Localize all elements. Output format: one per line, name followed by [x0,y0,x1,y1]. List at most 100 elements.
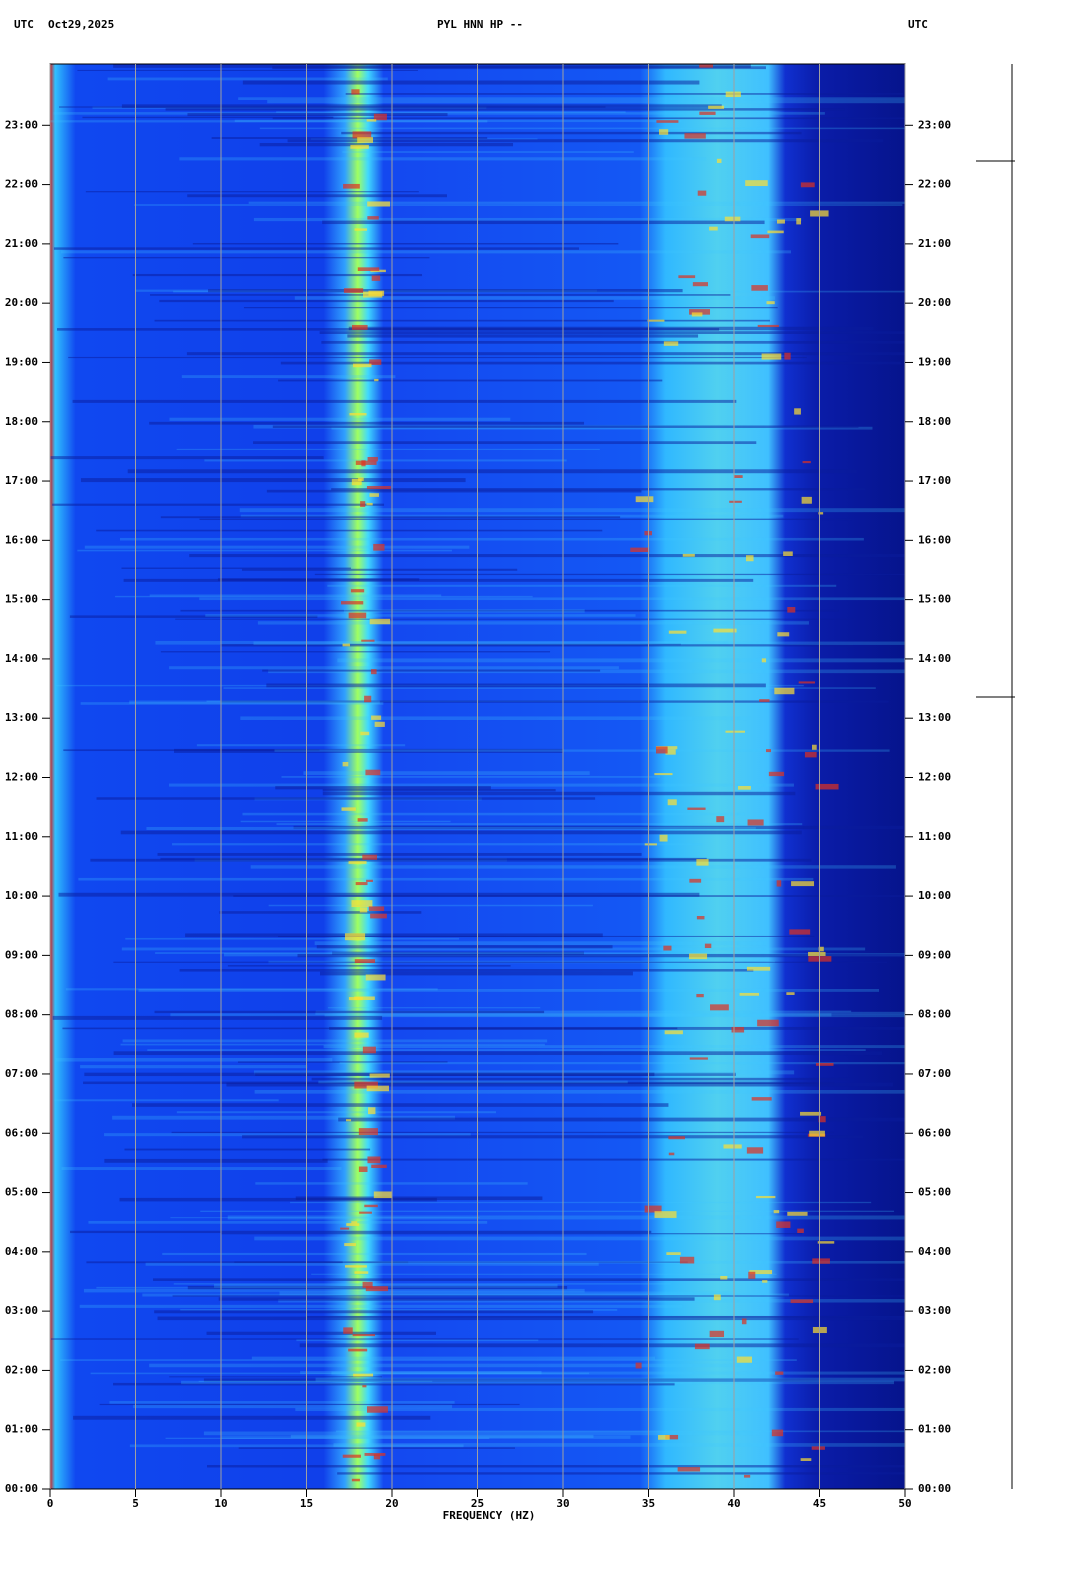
texture-streak [169,666,619,670]
texture-spot [725,730,746,733]
texture-streak [138,988,880,992]
texture-spot [373,113,387,121]
texture-spot [713,1294,721,1301]
texture-streak [96,529,603,532]
texture-streak [50,120,488,123]
y-tick-label: 04:00 [5,1245,38,1258]
texture-spot [644,1205,662,1213]
texture-streak [200,1210,895,1212]
texture-spot [366,502,373,506]
texture-spot [366,1085,389,1092]
texture-spot [791,881,815,887]
texture-spot [374,721,385,727]
texture-spot [357,818,368,822]
texture-spot [370,669,377,675]
texture-spot [773,1210,780,1214]
texture-spot [704,943,712,949]
texture-streak [241,568,518,571]
y-tick-label: 06:00 [918,1126,951,1139]
texture-streak [57,328,720,331]
texture-streak [254,1236,905,1241]
texture-spot [798,681,815,684]
texture-streak [85,191,419,193]
texture-spot [736,1356,752,1363]
texture-spot [800,182,815,188]
texture-streak [279,1291,732,1296]
texture-spot [353,363,372,368]
texture-streak [73,1415,431,1420]
texture-streak [58,892,700,897]
texture-streak [84,1072,655,1077]
texture-spot [352,1334,375,1337]
texture-streak [335,1430,905,1433]
texture-spot [341,601,364,605]
texture-streak [276,823,803,826]
texture-streak [132,1103,669,1107]
texture-spot [777,632,790,637]
texture-spot [348,1348,368,1352]
texture-spot [344,1243,356,1247]
texture-spot [373,1191,392,1199]
y-tick-label: 17:00 [918,474,951,487]
texture-spot [360,501,366,507]
texture-streak [290,1434,594,1439]
texture-spot [369,1073,390,1078]
texture-streak [253,217,802,222]
y-tick-label: 12:00 [5,771,38,784]
y-tick-label: 20:00 [918,296,951,309]
texture-spot [815,1062,834,1066]
texture-spot [351,89,360,95]
texture-streak [80,1065,308,1069]
texture-streak [290,1201,872,1204]
texture-streak [61,1167,342,1171]
y-tick-label: 22:00 [918,178,951,191]
texture-spot [668,630,687,634]
texture-streak [160,857,707,860]
texture-streak [339,1062,906,1065]
texture-streak [300,1370,542,1375]
texture-streak [205,614,636,617]
texture-streak [77,69,418,71]
texture-streak [253,641,905,645]
texture-streak [113,1382,675,1386]
texture-spot [374,378,379,382]
texture-spot [811,744,817,750]
y-tick-label: 12:00 [918,771,951,784]
texture-spot [800,1458,812,1461]
texture-streak [315,1011,905,1015]
texture-spot [750,234,770,239]
texture-streak [347,334,699,338]
texture-streak [303,771,590,775]
y-tick-label: 11:00 [918,830,951,843]
texture-streak [296,1339,539,1342]
texture-spot [362,1046,376,1054]
texture-spot [776,219,785,224]
texture-spot [360,731,370,736]
texture-spot [808,951,826,957]
texture-spot [340,1227,350,1230]
texture-streak [65,988,438,991]
texture-spot [689,1057,708,1060]
texture-spot [357,267,380,271]
texture-spot [801,496,812,504]
texture-spot [738,785,751,790]
texture-spot [344,1265,367,1268]
texture-streak [54,1099,279,1102]
y-tick-label: 10:00 [918,889,951,902]
texture-streak [345,93,904,95]
texture-spot [371,715,382,720]
texture-spot [354,1081,378,1089]
texture-streak [203,1431,759,1436]
texture-streak [315,1377,905,1382]
texture-spot [776,1221,791,1228]
texture-spot [349,412,367,416]
texture-streak [333,1443,905,1447]
texture-spot [818,1116,826,1123]
texture-streak [242,80,700,85]
texture-streak [129,1444,464,1448]
texture-streak [142,1293,789,1297]
texture-spot [739,992,760,996]
texture-spot [358,1166,368,1172]
texture-streak [220,643,854,647]
texture-streak [307,1315,906,1318]
